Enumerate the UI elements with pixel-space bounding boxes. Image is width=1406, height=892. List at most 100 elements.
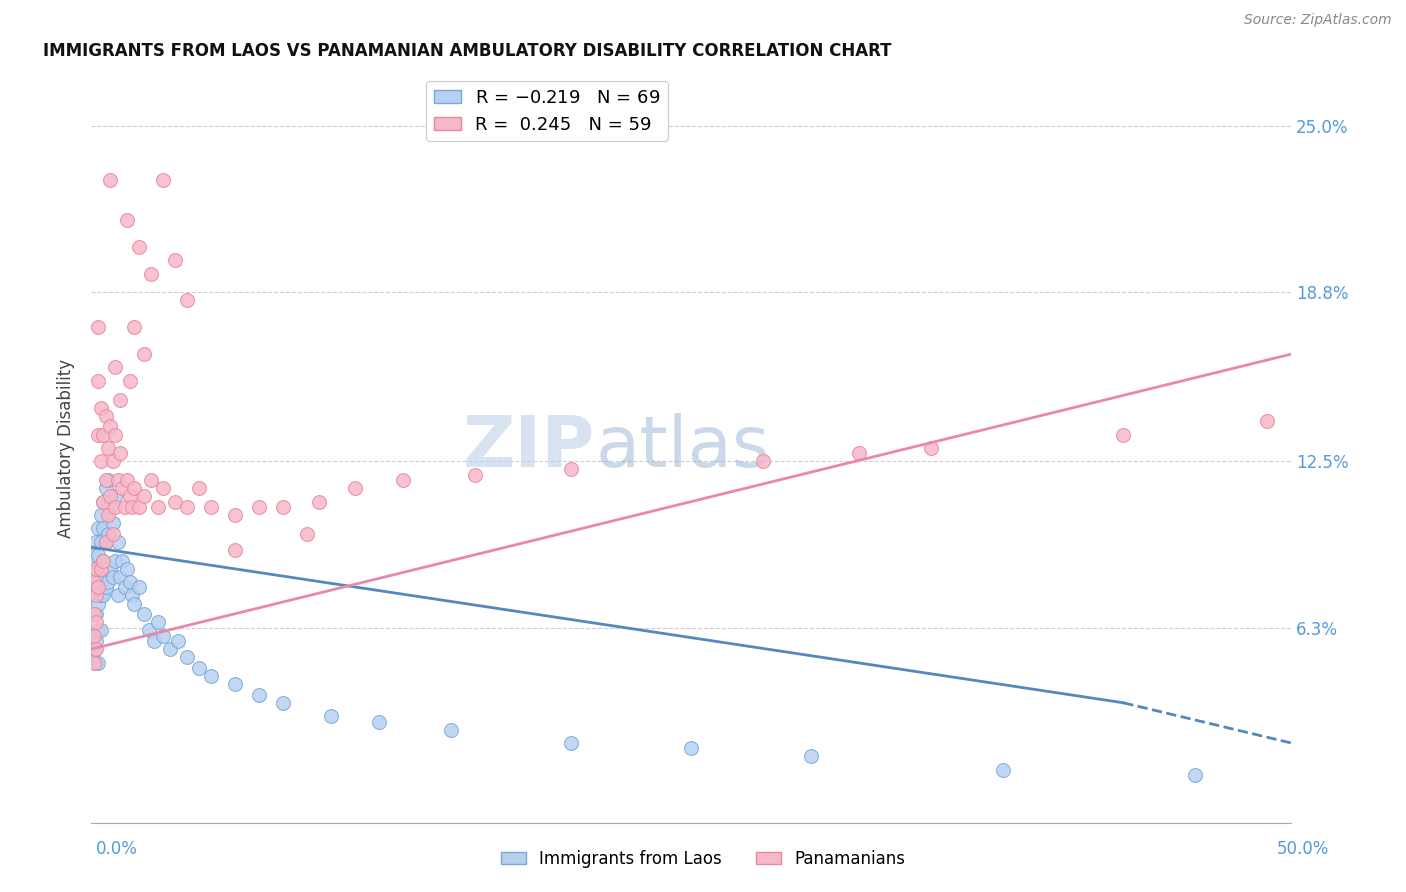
Point	[247, 500, 270, 514]
Point	[118, 374, 141, 388]
Point	[124, 481, 146, 495]
Point	[118, 489, 141, 503]
Y-axis label: Ambulatory Disability: Ambulatory Disability	[58, 359, 75, 538]
Point	[224, 542, 246, 557]
Point	[84, 656, 107, 670]
Point	[104, 553, 127, 567]
Point	[84, 562, 107, 576]
Point	[87, 374, 110, 388]
Point	[132, 607, 155, 622]
Point	[247, 688, 270, 702]
Point	[124, 597, 146, 611]
Point	[90, 401, 112, 415]
Point	[94, 481, 117, 495]
Point	[560, 462, 582, 476]
Point	[176, 500, 198, 514]
Point	[392, 473, 415, 487]
Point	[993, 763, 1015, 777]
Point	[83, 575, 105, 590]
Point	[94, 409, 117, 423]
Point	[188, 481, 211, 495]
Point	[87, 548, 110, 562]
Point	[84, 562, 107, 576]
Point	[87, 521, 110, 535]
Point	[128, 500, 150, 514]
Text: 0.0%: 0.0%	[96, 840, 138, 858]
Point	[800, 749, 823, 764]
Point	[101, 526, 124, 541]
Point	[84, 607, 107, 622]
Point	[87, 656, 110, 670]
Point	[101, 516, 124, 530]
Point	[114, 581, 136, 595]
Point	[90, 534, 112, 549]
Point	[87, 581, 110, 595]
Point	[152, 172, 174, 186]
Point	[91, 553, 114, 567]
Point	[91, 521, 114, 535]
Point	[1256, 414, 1278, 428]
Point	[83, 629, 105, 643]
Point	[104, 360, 127, 375]
Text: atlas: atlas	[595, 414, 769, 483]
Point	[83, 656, 105, 670]
Point	[97, 526, 120, 541]
Point	[152, 481, 174, 495]
Point	[271, 696, 294, 710]
Point	[920, 441, 942, 455]
Point	[101, 570, 124, 584]
Point	[176, 650, 198, 665]
Point	[98, 489, 121, 503]
Point	[141, 473, 163, 487]
Point	[84, 589, 107, 603]
Point	[97, 473, 120, 487]
Point	[84, 634, 107, 648]
Point	[188, 661, 211, 675]
Point	[128, 581, 150, 595]
Point	[368, 714, 391, 729]
Legend: R = $-$0.219   N = 69, R =  0.245   N = 59: R = $-$0.219 N = 69, R = 0.245 N = 59	[426, 81, 668, 141]
Point	[90, 508, 112, 522]
Point	[104, 427, 127, 442]
Point	[141, 267, 163, 281]
Point	[94, 473, 117, 487]
Point	[115, 213, 138, 227]
Point	[90, 624, 112, 638]
Point	[87, 575, 110, 590]
Point	[165, 253, 187, 268]
Legend: Immigrants from Laos, Panamanians: Immigrants from Laos, Panamanians	[495, 844, 911, 875]
Point	[464, 467, 486, 482]
Point	[848, 446, 870, 460]
Point	[87, 427, 110, 442]
Point	[224, 677, 246, 691]
Point	[142, 634, 165, 648]
Point	[121, 589, 143, 603]
Point	[308, 494, 330, 508]
Point	[128, 240, 150, 254]
Point	[440, 723, 463, 737]
Point	[159, 642, 181, 657]
Text: Source: ZipAtlas.com: Source: ZipAtlas.com	[1244, 13, 1392, 28]
Point	[165, 494, 187, 508]
Point	[108, 570, 131, 584]
Point	[98, 500, 121, 514]
Point	[83, 607, 105, 622]
Point	[84, 642, 107, 657]
Point	[98, 172, 121, 186]
Point	[115, 473, 138, 487]
Point	[344, 481, 367, 495]
Point	[91, 427, 114, 442]
Point	[176, 293, 198, 308]
Point	[94, 581, 117, 595]
Point	[148, 500, 170, 514]
Point	[94, 534, 117, 549]
Point	[132, 347, 155, 361]
Point	[83, 607, 105, 622]
Point	[681, 741, 703, 756]
Point	[111, 481, 134, 495]
Point	[90, 589, 112, 603]
Point	[91, 553, 114, 567]
Point	[84, 589, 107, 603]
Point	[104, 489, 127, 503]
Point	[90, 562, 112, 576]
